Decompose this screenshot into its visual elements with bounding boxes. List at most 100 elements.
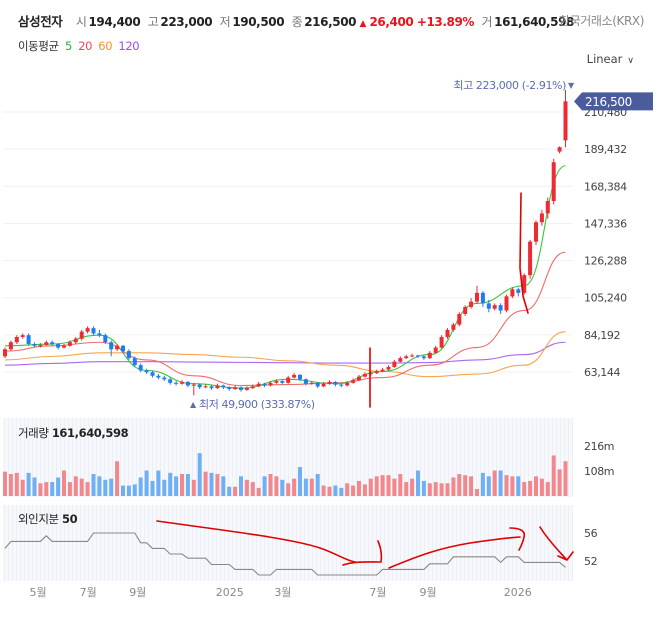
volume-bar — [262, 476, 267, 496]
candle-body — [410, 355, 415, 357]
volume-bar — [421, 480, 426, 496]
candle-body — [109, 342, 114, 350]
candle-body — [357, 376, 361, 381]
volume-bar — [115, 461, 120, 496]
volume-bar — [126, 485, 131, 496]
volume-bar — [327, 486, 332, 496]
volume-bar — [386, 475, 391, 496]
candle-body — [315, 382, 320, 387]
candle-body — [221, 385, 226, 388]
candle-body — [156, 375, 161, 378]
candle-body — [38, 344, 43, 346]
candle-body — [445, 329, 450, 337]
volume-bar — [557, 469, 562, 496]
volume-bar — [174, 476, 179, 496]
x-axis-label: 9월 — [129, 586, 146, 599]
candle-body — [103, 335, 108, 343]
candle-body — [303, 379, 308, 384]
candle-body — [115, 345, 120, 350]
volume-bar — [286, 483, 291, 496]
volume-bar — [56, 477, 61, 496]
volume-bar — [239, 476, 243, 496]
candle-body — [185, 381, 190, 386]
ma-120-label: 120 — [118, 39, 140, 53]
volume-bar — [156, 470, 161, 496]
candle-body — [298, 374, 302, 380]
candle-body — [50, 342, 55, 345]
candle-body — [191, 384, 196, 386]
candle-body — [510, 289, 515, 297]
candle-body — [8, 342, 13, 350]
candle-body — [239, 387, 243, 390]
volume-bar — [14, 472, 19, 496]
volume-bar — [457, 474, 462, 496]
candle-body — [73, 338, 78, 343]
volume-bar — [8, 474, 13, 496]
volume-bar — [256, 487, 261, 496]
candle-body — [274, 381, 279, 383]
current-price-label: 216,500 — [585, 95, 632, 109]
scale-dropdown[interactable]: Linear ∨ — [587, 52, 634, 66]
x-axis-label: 3월 — [274, 586, 291, 599]
volume-bar — [79, 478, 84, 496]
candle-body — [439, 336, 444, 348]
volume-bar — [109, 478, 114, 496]
annotation-arrow-up-trend — [388, 527, 526, 569]
volume-bar — [357, 480, 361, 496]
candle-body — [539, 213, 544, 223]
candle-body — [150, 372, 155, 376]
candle-body — [374, 371, 379, 374]
candle-body — [3, 349, 7, 357]
annotation-arrow-down-trend — [156, 520, 383, 566]
candle-body — [327, 381, 332, 384]
volume-bar — [416, 470, 420, 496]
candle-body — [504, 296, 509, 311]
ownership-line — [4, 532, 566, 576]
moving-average-label: 이동평균 — [18, 39, 59, 53]
volume-bar — [545, 482, 550, 496]
volume-bar — [38, 483, 43, 496]
low-marker-label: 최저 49,900 (333.87%) — [199, 398, 315, 411]
volume-axis-label: 108m — [584, 465, 614, 478]
volume-bar — [469, 476, 474, 496]
volume-bar — [50, 482, 55, 496]
change-value: 26,400 — [369, 15, 414, 29]
candle-body — [333, 381, 338, 385]
candle-body — [32, 344, 37, 346]
volume-bar — [91, 474, 96, 496]
price-axis-label: 189,432 — [584, 143, 627, 156]
ownership-panel-label: 외인지분 — [18, 512, 59, 526]
volume-bar — [486, 476, 491, 496]
price-axis-label: 105,240 — [584, 292, 627, 305]
x-axis-label: 2025 — [216, 586, 244, 599]
candle-body — [14, 336, 19, 343]
x-axis-label: 7월 — [369, 586, 386, 599]
volume-bar — [380, 475, 385, 496]
ownership-axis-label: 52 — [584, 555, 597, 568]
volume-panel-title: 거래량 161,640,598 — [18, 425, 129, 441]
volume-bar — [303, 478, 308, 496]
candle-body — [162, 377, 167, 380]
candle-body — [97, 333, 102, 336]
volume-bar — [209, 472, 214, 496]
moving-average-legend[interactable]: 이동평균 5 20 60 120 — [18, 38, 142, 54]
current-price-tag — [574, 92, 653, 111]
candle-body — [345, 382, 350, 386]
candle-body — [309, 382, 314, 384]
candle-body — [433, 347, 438, 353]
volume-bar — [362, 484, 367, 496]
candle-body — [250, 386, 255, 389]
up-arrow-icon: ▲ — [190, 400, 197, 409]
ma-120-line — [4, 341, 566, 366]
candle-body — [522, 275, 527, 293]
volume-bar — [138, 477, 143, 496]
candle-body — [56, 344, 61, 348]
volume-bar — [439, 483, 444, 496]
low-value: 190,500 — [232, 15, 285, 29]
ownership-panel-value: 50 — [62, 512, 78, 526]
open-label: 시 — [75, 15, 87, 29]
close-label: 종 — [291, 15, 303, 29]
annotation-arrow-end — [539, 526, 574, 561]
candle-body — [233, 387, 238, 390]
